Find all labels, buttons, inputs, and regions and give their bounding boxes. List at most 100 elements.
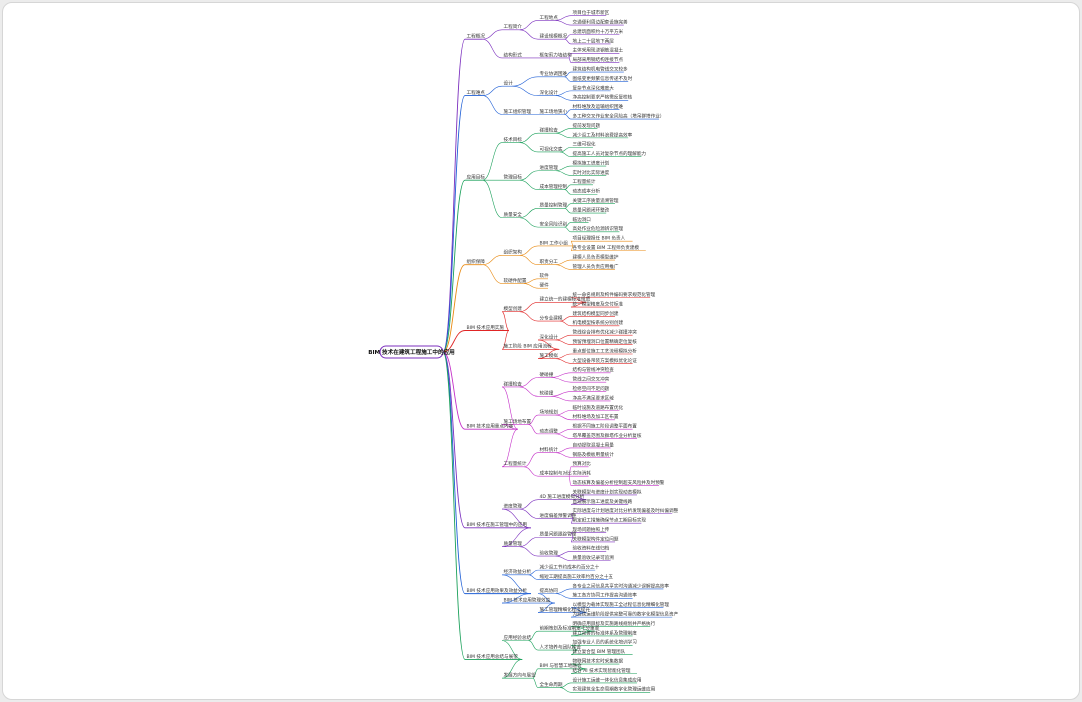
mindmap-node-level-3[interactable]: 项目经理担任 BIM 负责人 — [573, 235, 626, 242]
mindmap-node-level-3[interactable]: 结构与管线冲突检查 — [573, 366, 615, 373]
mindmap-node-level-1[interactable]: 质量安全 — [504, 211, 523, 218]
mindmap-node-level-0[interactable]: BIM 技术应用总结与展望 — [467, 653, 519, 660]
mindmap-node-level-3[interactable]: 结合 AI 技术实现智能化管理 — [573, 667, 631, 674]
mindmap-node-level-2[interactable]: 质量控制管理 — [540, 202, 568, 209]
mindmap-node-level-3[interactable]: 统一命名规则及构件编码要求规范化管理 — [573, 291, 656, 298]
mindmap-node-level-3[interactable]: 实现建筑全生命周期数字化管理运维应用 — [573, 686, 656, 693]
mindmap-node-level-2[interactable]: 软件 — [540, 272, 550, 279]
mindmap-node-level-3[interactable]: 建模人员负责模型维护 — [573, 253, 619, 260]
mindmap-node-level-1[interactable]: 经济效益分析 — [504, 568, 532, 575]
mindmap-node-level-1[interactable]: 施工组织管理 — [504, 108, 532, 115]
mindmap-node-level-3[interactable]: 临时设施及道路布置优化 — [573, 404, 624, 411]
mindmap-node-level-2[interactable]: 动态调整 — [540, 427, 559, 434]
mindmap-node-level-0[interactable]: 应用目标 — [467, 174, 486, 181]
mindmap-node-level-1[interactable]: 进度管理 — [504, 502, 523, 509]
mindmap-node-level-3[interactable]: 关联模型与进度计划实现动态模拟 — [573, 488, 642, 495]
mindmap-node-level-3[interactable]: 以模型为载体实现施工全过程信息化精细化管理 — [573, 601, 670, 608]
mindmap-node-level-3[interactable]: 动态成本分析 — [573, 188, 601, 195]
mindmap-node-level-3[interactable]: 各专业设置 BIM 工程师负责建模 — [573, 244, 640, 251]
mindmap-node-level-2[interactable]: 深化设计 — [540, 333, 559, 340]
mindmap-node-level-2[interactable]: 专业协调困难 — [540, 70, 568, 77]
mindmap-node-level-3[interactable]: 多工种交叉作业安全风险高（塔吊群塔作业） — [573, 112, 665, 119]
mindmap-node-level-1[interactable]: 模型创建 — [504, 305, 523, 312]
mindmap-node-level-1[interactable]: 发展方向与展望 — [504, 672, 537, 679]
mindmap-node-level-2[interactable]: 全生命周期 — [540, 681, 563, 688]
mindmap-node-level-3[interactable]: 实时对比实际进度 — [573, 169, 610, 176]
mindmap-node-level-2[interactable]: 提高协同 — [540, 587, 559, 594]
mindmap-node-level-3[interactable]: 质量验收记录可追溯 — [573, 554, 615, 561]
mindmap-node-level-2[interactable]: 可视化交底 — [540, 145, 563, 152]
mindmap-node-level-3[interactable]: 钢筋及模板用量统计 — [573, 451, 615, 458]
mindmap-node-level-3[interactable]: 机电模型按系统分别创建 — [573, 319, 624, 326]
mindmap-node-level-2[interactable]: 成本控制与对比 — [540, 470, 573, 477]
mindmap-node-level-3[interactable]: 建立完善的标准体系及管理制度 — [573, 629, 638, 636]
mindmap-node-level-3[interactable]: 根据不同施工阶段调整平面布置 — [573, 423, 638, 430]
mindmap-node-level-2[interactable]: 进度管理 — [540, 164, 559, 171]
mindmap-node-level-3[interactable]: 关键工序质量追溯管理 — [573, 197, 619, 204]
mindmap-node-level-2[interactable]: 材料统计 — [540, 446, 559, 453]
mindmap-canvas[interactable]: BIM 技术在建筑工程施工中的应用 工程概况 工程简介 工程地点 项目位于城市新区交通… — [3, 3, 1079, 699]
mindmap-node-level-3[interactable]: 交通便利周边配套设施完善 — [573, 18, 629, 25]
mindmap-node-level-1[interactable]: 管理目标 — [504, 174, 523, 181]
mindmap-node-level-2[interactable]: 框架剪力墙结构 — [540, 51, 573, 58]
mindmap-node-level-2[interactable]: 质量问题跟踪管理 — [540, 531, 577, 538]
mindmap-node-level-2[interactable]: 碰撞检查 — [540, 127, 559, 134]
mindmap-node-level-3[interactable]: 各专业之间信息共享实时沟通减少误解提高效率 — [573, 582, 670, 589]
mindmap-node-level-3[interactable]: 临边洞口 — [573, 216, 592, 223]
mindmap-node-level-2[interactable]: 安全风险识别 — [540, 221, 568, 228]
mindmap-node-level-2[interactable]: 施工场地狭小 — [540, 108, 568, 115]
mindmap-node-level-3[interactable]: 检修空间不足问题 — [573, 385, 610, 392]
mindmap-node-level-1[interactable]: 工程量统计 — [504, 460, 527, 467]
mindmap-node-level-3[interactable]: 明确应用目标及实施路线规划并严格执行 — [573, 620, 656, 627]
mindmap-node-level-2[interactable]: 成本管理控制 — [540, 183, 568, 190]
mindmap-node-level-3[interactable]: 塔吊覆盖范围及群塔作业分析复核 — [573, 432, 642, 439]
mindmap-node-level-3[interactable]: 管线综合排布优化减少碰撞冲突 — [573, 329, 638, 336]
mindmap-node-level-2[interactable]: 建立统一的建模标准规范 — [540, 296, 591, 303]
mindmap-node-level-3[interactable]: 主体采用现浇钢筋混凝土 — [573, 47, 624, 54]
mindmap-node-level-0[interactable]: 工程难点 — [467, 89, 486, 96]
mindmap-node-level-3[interactable]: 自动提取混凝土用量 — [573, 441, 615, 448]
mindmap-node-level-3[interactable]: 地上二十层地下两层 — [573, 37, 615, 44]
mindmap-node-level-3[interactable]: 制定赶工措施确保节点工期目标实现 — [573, 517, 647, 524]
mindmap-node-level-3[interactable]: 局部采用钢结构连接节点 — [573, 56, 624, 63]
mindmap-node-level-3[interactable]: 实际进度与计划进度对比分析发现偏差及时纠偏调整 — [573, 507, 679, 514]
mindmap-node-level-1[interactable]: 碰撞检查 — [504, 380, 523, 387]
mindmap-node-level-3[interactable]: 为后续运维阶段提供完整可靠的数字化模型信息资产 — [573, 611, 679, 618]
mindmap-node-level-2[interactable]: BIM 工作小组 — [540, 239, 569, 246]
mindmap-node-level-1[interactable]: 设计 — [504, 80, 514, 87]
mindmap-node-level-3[interactable]: 提前发现问题 — [573, 122, 601, 129]
root-node-box[interactable] — [379, 345, 444, 359]
mindmap-node-level-3[interactable]: 重点部位施工工艺流程模拟分析 — [573, 347, 638, 354]
mindmap-node-level-0[interactable]: BIM 技术在施工管理中的应用 — [467, 521, 528, 528]
mindmap-node-level-3[interactable]: 大型设备吊装方案模拟优化论证 — [573, 357, 638, 364]
mindmap-node-level-3[interactable]: 动态核算及偏差分析控制超支风险并及时预警 — [573, 479, 665, 486]
mindmap-node-level-1[interactable]: 工程简介 — [504, 23, 523, 30]
mindmap-node-level-1[interactable]: 应用经验总结 — [504, 634, 532, 641]
mindmap-node-level-3[interactable]: 净高不满足要求区域 — [573, 394, 615, 401]
mindmap-node-level-3[interactable]: 材料堆场及加工区布置 — [573, 413, 619, 420]
mindmap-node-level-3[interactable]: 建筑结构模型同步创建 — [573, 310, 619, 317]
mindmap-node-level-2[interactable]: 软碰撞 — [540, 390, 554, 397]
mindmap-node-level-3[interactable]: 管线之间交叉冲突 — [573, 376, 610, 383]
mindmap-node-level-1[interactable]: 结构形式 — [504, 51, 523, 58]
mindmap-node-level-3[interactable]: 净高控制要求严格需反复校核 — [573, 94, 633, 101]
mindmap-node-level-3[interactable]: 直观展示施工进度及关键线路 — [573, 498, 633, 505]
mindmap-node-level-1[interactable]: BIM 技术应用管理效益 — [504, 596, 551, 603]
mindmap-node-level-3[interactable]: 工程量统计 — [573, 178, 596, 185]
mindmap-node-level-2[interactable]: 4D 施工进度模拟分析 — [540, 493, 585, 500]
mindmap-node-level-2[interactable]: 施工管理精细化程度提升 — [540, 606, 591, 613]
mindmap-node-level-0[interactable]: 组织保障 — [467, 258, 486, 265]
mindmap-node-level-2[interactable]: 缩短工期提高施工效率约百分之十五 — [540, 573, 614, 580]
mindmap-node-level-0[interactable]: 工程概况 — [467, 33, 486, 40]
mindmap-node-level-3[interactable]: 减少返工及材料浪费提高效率 — [573, 131, 633, 138]
mindmap-node-level-1[interactable]: 组织架构 — [504, 249, 523, 256]
mindmap-node-level-1[interactable]: 质量管理 — [504, 540, 523, 547]
mindmap-node-level-2[interactable]: BIM 与智慧工地融合 — [540, 662, 582, 669]
mindmap-node-level-3[interactable]: 验收资料在线归档 — [573, 545, 610, 552]
mindmap-node-level-2[interactable]: 施工模拟 — [540, 352, 559, 359]
mindmap-node-level-3[interactable]: 物联网技术实时采集数据 — [573, 658, 624, 665]
mindmap-node-level-3[interactable]: 现场问题拍照上传 — [573, 526, 610, 533]
mindmap-node-level-3[interactable]: 材料堆放及运输组织困难 — [573, 103, 624, 110]
mindmap-node-level-3[interactable]: 提高施工人员对复杂节点的理解能力 — [573, 150, 647, 157]
mindmap-node-level-2[interactable]: 深化设计 — [540, 89, 559, 96]
